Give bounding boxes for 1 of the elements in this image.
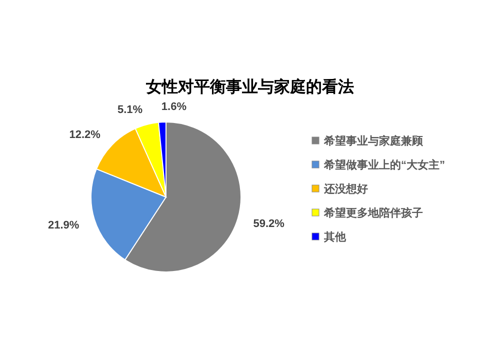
title: 女性对平衡事业与家庭的看法 (146, 79, 354, 96)
